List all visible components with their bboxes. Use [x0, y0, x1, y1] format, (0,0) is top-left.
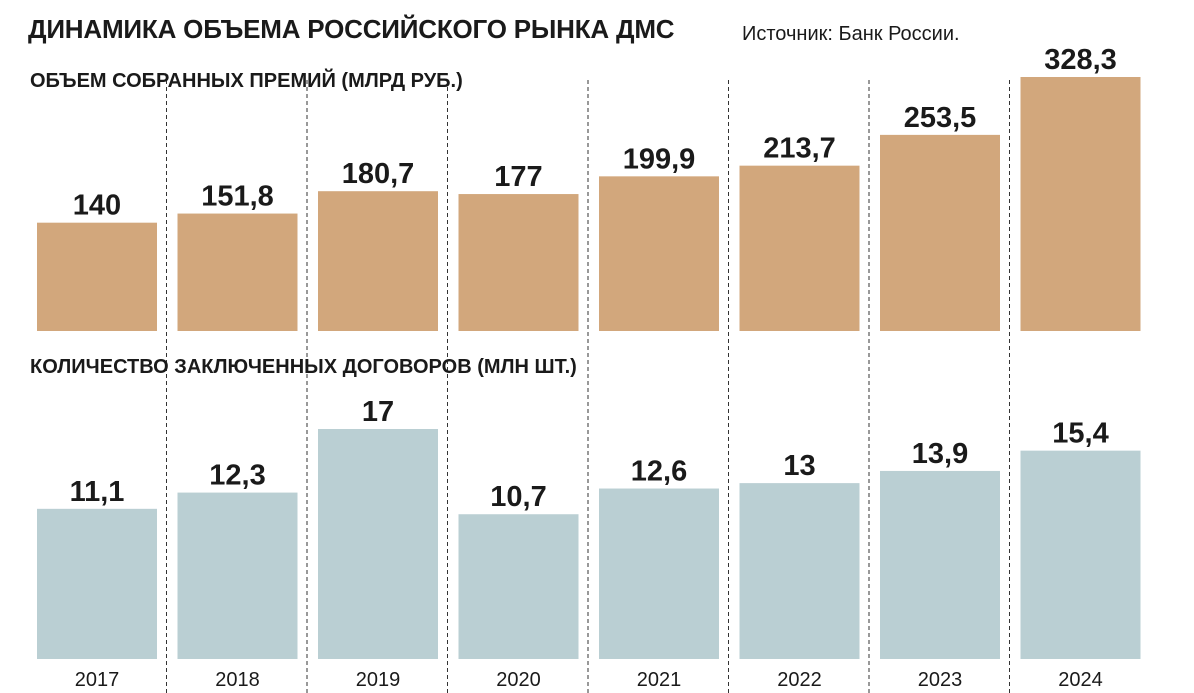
contracts-value-label-2024: 15,4	[1052, 418, 1108, 450]
contracts-bar-2021	[599, 488, 719, 659]
year-label-2019: 2019	[356, 669, 401, 691]
year-label-2024: 2024	[1058, 669, 1103, 691]
year-label-2021: 2021	[637, 669, 682, 691]
contracts-bar-2019	[318, 429, 438, 659]
premiums-value-label-2022: 213,7	[763, 133, 836, 165]
premiums-bar-2018	[177, 213, 298, 331]
premiums-value-label-2018: 151,8	[201, 181, 274, 213]
premiums-bar-2019	[318, 191, 438, 331]
contracts-bar-2024	[1020, 450, 1141, 659]
premiums-value-label-2017: 140	[73, 190, 121, 222]
premiums-bar-2023	[880, 134, 1000, 331]
premiums-value-label-2020: 177	[494, 161, 542, 193]
contracts-bar-2017	[37, 508, 157, 659]
chart-title: ДИНАМИКА ОБЪЕМА РОССИЙСКОГО РЫНКА ДМС	[28, 14, 675, 44]
premiums-value-label-2023: 253,5	[904, 102, 977, 134]
contracts-bar-2018	[177, 492, 298, 659]
year-label-2020: 2020	[496, 669, 541, 691]
source-note: Источник: Банк России.	[742, 23, 960, 45]
premiums-panel-title: ОБЪЕМ СОБРАННЫХ ПРЕМИЙ (МЛРД РУБ.)	[30, 70, 463, 92]
premiums-bar-2020	[458, 194, 579, 331]
contracts-value-label-2022: 13	[783, 450, 815, 482]
contracts-value-label-2018: 12,3	[209, 460, 265, 492]
contracts-bar-2023	[880, 470, 1000, 659]
year-label-2018: 2018	[215, 669, 260, 691]
premiums-value-label-2019: 180,7	[342, 158, 415, 190]
premiums-value-label-2021: 199,9	[623, 143, 696, 175]
contracts-value-label-2021: 12,6	[631, 456, 687, 488]
contracts-value-label-2020: 10,7	[490, 481, 546, 513]
year-label-2017: 2017	[75, 669, 120, 691]
contracts-bar-2022	[739, 483, 860, 659]
contracts-value-label-2019: 17	[362, 396, 394, 428]
premiums-value-label-2024: 328,3	[1044, 44, 1117, 76]
contracts-value-label-2017: 11,1	[70, 476, 125, 508]
contracts-panel-title: КОЛИЧЕСТВО ЗАКЛЮЧЕННЫХ ДОГОВОРОВ (МЛН ШТ…	[30, 356, 577, 378]
premiums-bar-2017	[37, 222, 157, 331]
premiums-bar-2021	[599, 176, 719, 331]
contracts-value-label-2023: 13,9	[912, 438, 968, 470]
year-label-2022: 2022	[777, 669, 822, 691]
contracts-bar-2020	[458, 514, 579, 659]
premiums-bar-2024	[1020, 77, 1141, 331]
year-label-2023: 2023	[918, 669, 963, 691]
premiums-bar-2022	[739, 165, 860, 331]
